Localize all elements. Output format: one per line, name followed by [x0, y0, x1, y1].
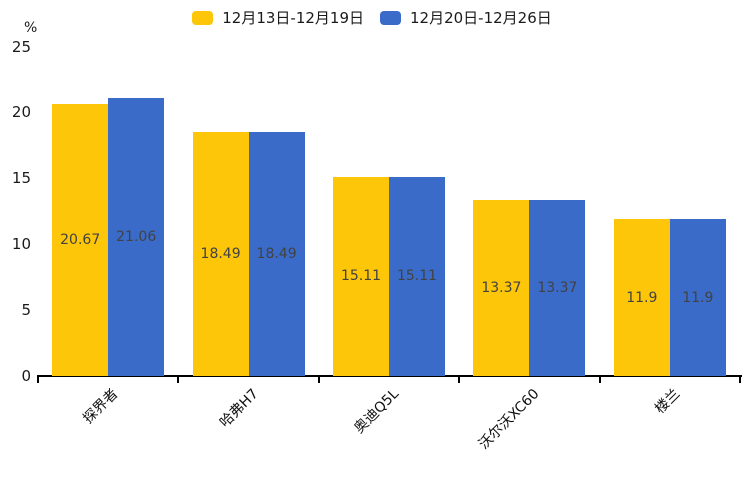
- y-axis-unit-label: %: [24, 20, 38, 36]
- bar: [473, 199, 530, 376]
- y-tick-label: 15: [11, 169, 31, 188]
- value-label: 15.11: [396, 268, 438, 285]
- value-label: 11.9: [626, 289, 658, 306]
- bar: [529, 199, 586, 376]
- x-axis-line: [37, 375, 742, 377]
- bar: [248, 132, 305, 376]
- x-axis-tick: [458, 377, 461, 383]
- x-axis-tick: [37, 377, 39, 383]
- y-tick-label: 25: [11, 37, 31, 56]
- bar: [333, 176, 389, 376]
- bar: [192, 132, 249, 376]
- bar: [613, 219, 670, 376]
- y-tick-label: 5: [21, 301, 31, 320]
- value-label: 15.11: [340, 268, 382, 285]
- x-axis-tick: [739, 377, 741, 383]
- bar: [389, 176, 445, 376]
- category-label: 哈弗H7: [217, 386, 262, 431]
- value-label: 13.37: [481, 279, 522, 296]
- y-tick-label: 0: [21, 367, 31, 385]
- value-label: 18.49: [200, 246, 241, 263]
- value-label: 11.9: [682, 289, 714, 306]
- legend-item[interactable]: 12月13日-12月19日: [192, 10, 364, 26]
- value-label: 20.67: [60, 231, 101, 248]
- category-label: 沃尔沃XC60: [476, 386, 543, 453]
- value-label: 13.37: [537, 279, 578, 296]
- category-label: 楼兰: [652, 386, 684, 418]
- bar: [669, 219, 726, 376]
- legend: 12月13日-12月19日 12月20日-12月26日: [0, 10, 744, 26]
- bar: [52, 103, 109, 376]
- y-tick-label: 10: [11, 235, 31, 254]
- y-tick-label: 20: [11, 103, 31, 122]
- legend-label: 12月20日-12月26日: [410, 9, 552, 27]
- legend-label: 12月13日-12月19日: [222, 9, 364, 27]
- category-label: 探界者: [80, 386, 122, 428]
- x-axis-tick: [598, 377, 601, 383]
- legend-swatch-icon: [192, 11, 214, 25]
- category-label: 奥迪Q5L: [351, 386, 403, 437]
- value-label: 18.49: [256, 246, 297, 263]
- value-label: 21.06: [116, 229, 157, 246]
- x-axis-tick: [177, 377, 180, 383]
- legend-swatch-icon: [380, 11, 401, 25]
- legend-item[interactable]: 12月20日-12月26日: [380, 10, 552, 26]
- x-axis-tick: [317, 377, 320, 383]
- bar: [108, 98, 165, 376]
